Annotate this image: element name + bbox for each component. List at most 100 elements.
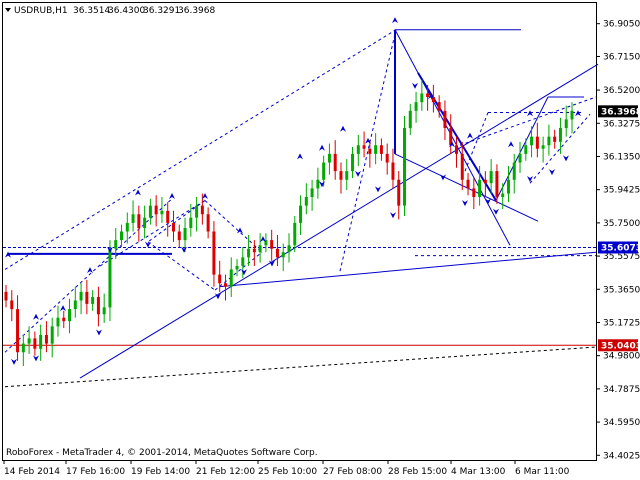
candle-body <box>229 269 233 287</box>
trend-line <box>4 198 173 353</box>
candle-body <box>431 96 435 103</box>
y-tick-label: 35.3650 <box>603 285 640 295</box>
candle-body <box>299 205 303 223</box>
candle-body <box>408 110 412 129</box>
candle-body <box>27 338 31 344</box>
fractal-arrow-icon <box>428 92 434 99</box>
candle-body <box>304 197 308 206</box>
chart-title: USDRUB,H1 <box>14 6 68 16</box>
price-tag-label: 36.3968 <box>601 107 640 117</box>
candle-body <box>564 119 568 129</box>
candle-body <box>275 248 279 258</box>
y-tick-label: 35.7500 <box>603 219 640 229</box>
fractal-arrow-icon <box>237 227 243 234</box>
trend-lines <box>4 29 599 388</box>
fractal-arrow-icon <box>169 193 175 200</box>
candle-body <box>39 334 43 349</box>
candle-body <box>212 231 216 275</box>
candle-body <box>148 205 152 218</box>
fractal-arrow-icon <box>135 189 141 196</box>
trend-line <box>459 96 597 146</box>
trend-line <box>394 29 511 246</box>
trend-line <box>394 153 539 222</box>
candle-body <box>4 291 8 301</box>
fractal-arrow-icon <box>467 132 473 139</box>
candle-body <box>420 93 424 103</box>
candle-body <box>85 291 89 304</box>
fractal-arrow-icon <box>202 193 208 200</box>
candle-body <box>414 102 418 111</box>
candle-body <box>16 309 20 353</box>
y-tick-label: 36.5200 <box>603 86 640 96</box>
chart-header: USDRUB,H1 36.3514 36.4300 36.3291 36.396… <box>5 6 215 16</box>
trend-line <box>204 200 263 253</box>
x-tick-label: 6 Mar 11:00 <box>515 467 570 477</box>
candle-body <box>293 222 297 246</box>
fractal-arrow-icon <box>260 236 266 243</box>
candle-body <box>368 148 372 154</box>
fractal-arrow-icon <box>181 246 187 253</box>
footer-copyright: RoboForex - MetaTrader 4, © 2001-2014, M… <box>6 448 318 458</box>
fractal-arrow-icon <box>390 212 396 219</box>
trend-line <box>464 112 489 172</box>
fractal-arrow-icon <box>375 186 381 193</box>
candle-body <box>437 102 441 111</box>
x-tick-label: 17 Feb 16:00 <box>66 467 125 477</box>
candle-body <box>62 317 66 322</box>
candle-body <box>68 309 72 322</box>
candle-body <box>218 274 222 284</box>
fractal-arrow-icon <box>5 251 11 258</box>
candle-body <box>50 326 54 344</box>
candle-body <box>501 193 505 198</box>
candle-body <box>189 217 193 229</box>
candle-body <box>241 257 245 266</box>
y-tick-label: 34.7875 <box>603 385 640 395</box>
candle-body <box>345 171 349 180</box>
candle-body <box>56 317 60 327</box>
candle-body <box>322 162 326 180</box>
price-tag-bg <box>598 339 638 352</box>
candlesticks <box>4 79 574 367</box>
fractal-arrow-icon <box>87 267 93 274</box>
candle-body <box>131 214 135 223</box>
candle-body <box>270 240 274 249</box>
x-axis: 14 Feb 2014 17 Feb 16:00 19 Feb 14:00 21 Fe… <box>3 460 570 477</box>
candle-body <box>287 245 291 253</box>
horizontal-levels <box>3 246 596 346</box>
fractal-arrow-icon <box>297 153 303 160</box>
candle-body <box>362 145 366 149</box>
fractal-arrow-icon <box>340 125 346 132</box>
candle-body <box>512 162 516 180</box>
price-tag-bg <box>598 241 638 254</box>
candle-body <box>449 128 453 146</box>
fractal-arrow-icon <box>355 170 361 177</box>
candle-body <box>356 145 360 154</box>
fractal-arrow-icon <box>440 174 446 181</box>
trend-line <box>4 346 597 388</box>
candle-body <box>374 145 378 154</box>
candle-body <box>195 205 199 218</box>
y-tick-label: 34.5950 <box>603 418 640 428</box>
fractal-arrow-icon <box>575 110 581 117</box>
fractal-arrow-icon <box>107 246 113 253</box>
candle-body <box>21 343 25 353</box>
price-tags: 36.3968 35.6073 35.0403 <box>598 105 640 352</box>
candle-body <box>391 162 395 180</box>
candle-body <box>553 136 557 142</box>
y-tick-label: 36.3275 <box>603 119 640 129</box>
y-tick-label: 35.1725 <box>603 318 640 328</box>
candle-body <box>472 188 476 198</box>
candle-body <box>339 171 343 180</box>
candle-body <box>524 145 528 154</box>
candle-body <box>426 93 430 97</box>
ohlc-high: 36.4300 <box>108 6 145 16</box>
candle-body <box>183 228 187 241</box>
x-tick-label: 25 Feb 10:00 <box>258 467 317 477</box>
candle-body <box>506 179 510 194</box>
candle-body <box>489 171 493 184</box>
fractal-arrow-icon <box>508 141 514 148</box>
candle-body <box>91 297 95 304</box>
fractal-arrow-icon <box>33 313 39 320</box>
